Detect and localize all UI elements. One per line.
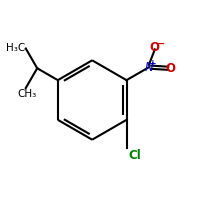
Text: H₃C: H₃C [6, 43, 25, 53]
Text: −: − [156, 38, 165, 48]
Text: CH₃: CH₃ [17, 89, 36, 99]
Text: Cl: Cl [128, 149, 141, 162]
Text: +: + [149, 59, 157, 68]
Text: O: O [166, 62, 176, 75]
Text: $N$: $N$ [144, 61, 154, 74]
Text: O: O [150, 41, 160, 54]
